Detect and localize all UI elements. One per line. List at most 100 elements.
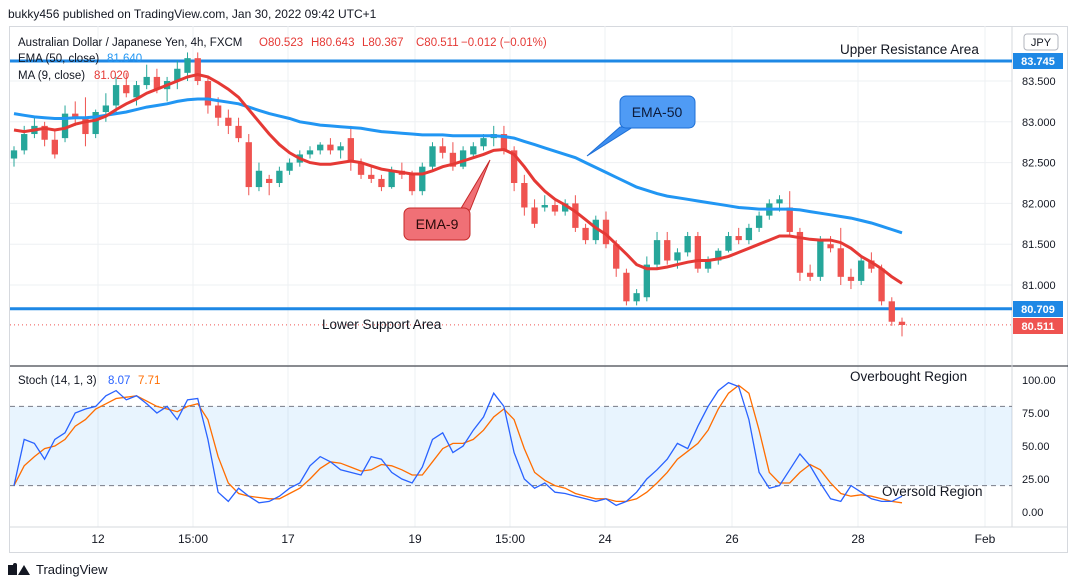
currency-badge[interactable]: JPY (1031, 37, 1052, 49)
candle-down (266, 178, 273, 183)
candle-down (694, 236, 702, 269)
candle-up (184, 58, 191, 73)
stoch-k-line (13, 381, 903, 507)
candle-down (194, 58, 201, 81)
candle-up (633, 293, 640, 302)
legend-stoch-k: 8.07 (108, 375, 130, 387)
price-tick-label: 83.000 (1022, 117, 1056, 129)
resistance-badge-box (1013, 53, 1063, 69)
chart-frame (9, 26, 1068, 553)
candle-up (715, 250, 722, 261)
footer-brand: TradingView (36, 562, 108, 577)
time-tick-label: 19 (408, 532, 422, 546)
candles (10, 52, 906, 337)
candle-up (102, 105, 110, 113)
candle-up (286, 162, 293, 171)
candle-down (664, 240, 671, 261)
candle-up (745, 227, 753, 241)
candle-up (143, 76, 150, 86)
stoch-band (10, 405, 1012, 487)
time-tick-label: Feb (975, 532, 996, 546)
currency-badge-box[interactable] (1023, 33, 1059, 51)
candle-down (449, 152, 457, 167)
candle-down (439, 146, 446, 153)
oversold-label: Oversold Region (882, 484, 983, 499)
candle-up (306, 150, 314, 155)
price-tick-label: 82.500 (1022, 158, 1056, 170)
indicator-lines (13, 72, 903, 285)
candle-up (92, 112, 99, 135)
tradingview-logo-icon (8, 562, 30, 577)
time-axis[interactable]: 12 15:00 17 19 15:00 24 26 28 Feb (91, 532, 995, 546)
legend-low: L80.367 (362, 37, 404, 49)
candle-down (51, 139, 58, 155)
candle-down (378, 178, 385, 188)
candle-down (531, 207, 538, 224)
price-tick-label: 81.000 (1022, 280, 1056, 292)
legend-symbol: Australian Dollar / Japanese Yen, 4h, FX… (18, 37, 242, 49)
candle-up (133, 85, 140, 98)
candle-down (41, 125, 48, 140)
ema50-callout[interactable]: EMA-50 (586, 95, 696, 157)
legend-ema-value: 81.640 (107, 53, 142, 65)
candle-down (786, 207, 793, 232)
price-axis[interactable]: 83.500 83.000 82.500 82.000 81.500 81.000 100.… (1022, 76, 1056, 519)
candle-up (592, 219, 599, 241)
overbought-label: Overbought Region (850, 369, 967, 384)
time-tick-label: 12 (91, 532, 105, 546)
stoch-band-fill (10, 406, 1012, 486)
candle-up (388, 170, 395, 188)
time-tick-label: 28 (851, 532, 865, 546)
candle-up (276, 170, 283, 183)
candle-down (868, 260, 875, 269)
candle-up (429, 146, 436, 167)
candle-down (235, 125, 242, 139)
ma9-line (13, 72, 903, 285)
candle-up (704, 260, 712, 269)
candle-down (204, 81, 212, 106)
legend-stoch-d: 7.71 (138, 375, 160, 387)
support-badge-box (1013, 301, 1063, 317)
footer[interactable]: TradingView (8, 562, 108, 577)
stoch-tick-label: 0.00 (1022, 507, 1043, 519)
price-tick-label: 83.500 (1022, 76, 1056, 88)
legend-ma-value: 81.020 (94, 70, 129, 82)
candle-down (847, 276, 855, 281)
candle-down (827, 244, 834, 249)
candle-up (684, 236, 691, 253)
price-tick-label: 81.500 (1022, 239, 1056, 251)
legend-change: −0.012 (−0.01%) (461, 37, 547, 49)
candle-down (500, 134, 508, 151)
candle-up (653, 240, 661, 265)
candle-down (796, 231, 804, 273)
lower-support-label: Lower Support Area (322, 317, 442, 332)
last-price-badge-box (1013, 318, 1063, 334)
legend-stoch-label: Stoch (14, 1, 3) (18, 375, 97, 387)
candle-up (174, 68, 181, 81)
candle-down (551, 205, 559, 212)
candle-up (562, 203, 569, 212)
last-price-badge: 80.511 (1021, 321, 1054, 333)
ema9-callout[interactable]: EMA-9 (403, 159, 491, 241)
legend-close: C80.511 (416, 37, 459, 49)
stoch-tick-label: 25.00 (1022, 474, 1050, 486)
candle-down (878, 268, 885, 302)
upper-resistance-label: Upper Resistance Area (840, 42, 979, 57)
candle-up (419, 166, 426, 192)
candle-down (368, 174, 375, 179)
candle-up (858, 260, 865, 281)
time-tick-label: 26 (725, 532, 739, 546)
candle-up (10, 150, 18, 159)
candle-up (255, 170, 263, 188)
candle-down (521, 183, 528, 208)
candle-up (776, 199, 783, 204)
candle-down (225, 117, 232, 126)
ema9-callout-text: EMA-9 (416, 216, 459, 232)
candle-up (337, 146, 344, 151)
ema50-callout-text: EMA-50 (632, 104, 683, 120)
candle-down (82, 117, 89, 135)
legend-ema-label: EMA (50, close) (18, 53, 99, 65)
price-tick-label: 82.000 (1022, 198, 1056, 210)
legend-ma-label: MA (9, close) (18, 70, 85, 82)
